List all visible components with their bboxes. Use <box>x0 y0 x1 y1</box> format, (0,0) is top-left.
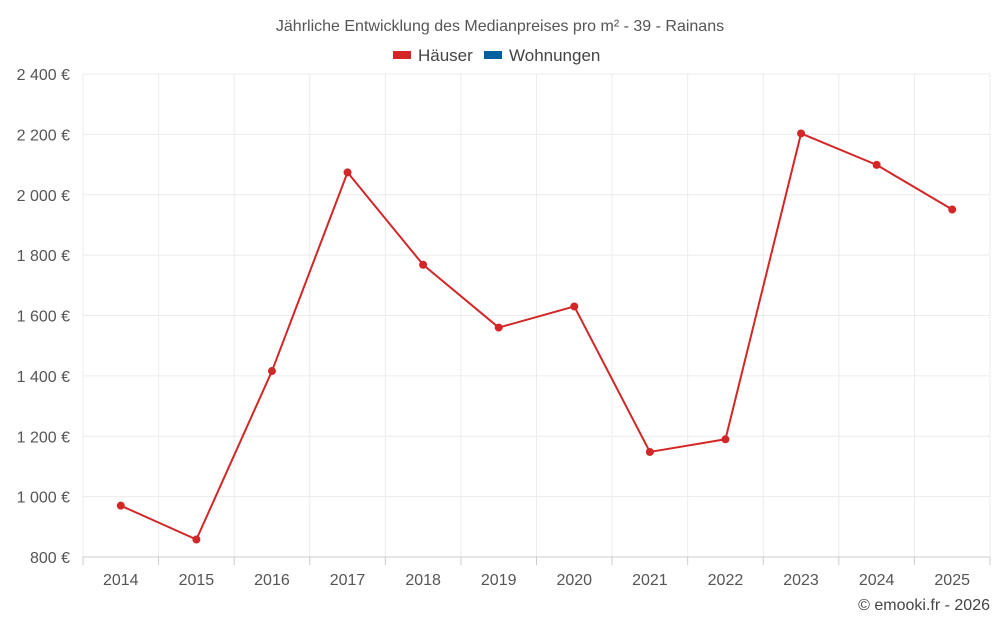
x-tick-label: 2019 <box>481 572 517 589</box>
x-tick-label: 2014 <box>103 572 139 589</box>
series-line <box>120 132 953 541</box>
y-tick-label: 1 400 € <box>17 369 70 386</box>
y-tick-label: 1 000 € <box>17 490 70 507</box>
data-point[interactable] <box>948 205 957 214</box>
data-point[interactable] <box>343 168 352 177</box>
y-tick-label: 800 € <box>30 550 70 567</box>
y-tick-label: 2 000 € <box>17 188 70 205</box>
y-tick-label: 2 400 € <box>17 67 70 84</box>
legend: Häuser Wohnungen <box>393 46 600 65</box>
data-point[interactable] <box>419 260 428 269</box>
x-tick-label: 2025 <box>934 572 970 589</box>
x-tick-label: 2023 <box>783 572 819 589</box>
x-tick-label: 2018 <box>405 572 441 589</box>
x-tick-label: 2017 <box>330 572 366 589</box>
x-axis-ticks: 2014 2015 2016 2017 2018 2019 2020 2021 2022 2023… <box>103 572 970 589</box>
data-point[interactable] <box>570 302 579 311</box>
data-point[interactable] <box>192 535 201 544</box>
data-point[interactable] <box>797 129 806 138</box>
y-tick-label: 1 800 € <box>17 248 70 265</box>
data-point[interactable] <box>872 160 881 169</box>
data-point[interactable] <box>494 323 503 332</box>
legend-label-haeuser[interactable]: Häuser <box>418 46 473 65</box>
y-axis-ticks: 800 € 1 000 € 1 200 € 1 400 € 1 600 € 1 800 €… <box>17 67 70 567</box>
data-point[interactable] <box>721 435 730 444</box>
y-tick-label: 1 200 € <box>17 429 70 446</box>
x-tick-label: 2022 <box>708 572 744 589</box>
chart-title: Jährliche Entwicklung des Medianpreises … <box>276 18 724 35</box>
legend-swatch-haeuser[interactable] <box>393 51 411 59</box>
y-tick-label: 1 600 € <box>17 309 70 326</box>
data-point[interactable] <box>267 367 276 376</box>
x-tick-label: 2016 <box>254 572 290 589</box>
series-haeuser <box>116 129 957 544</box>
x-tick-label: 2020 <box>556 572 592 589</box>
data-point[interactable] <box>645 447 654 456</box>
x-tick-label: 2015 <box>179 572 215 589</box>
axes <box>82 556 991 565</box>
y-tick-label: 2 200 € <box>17 127 70 144</box>
grid <box>82 73 991 557</box>
legend-label-wohnungen[interactable]: Wohnungen <box>509 46 600 65</box>
credit: © emooki.fr - 2026 <box>858 597 990 614</box>
x-tick-label: 2021 <box>632 572 668 589</box>
x-tick-label: 2024 <box>859 572 895 589</box>
data-point[interactable] <box>116 501 125 510</box>
legend-swatch-wohnungen[interactable] <box>484 51 502 59</box>
